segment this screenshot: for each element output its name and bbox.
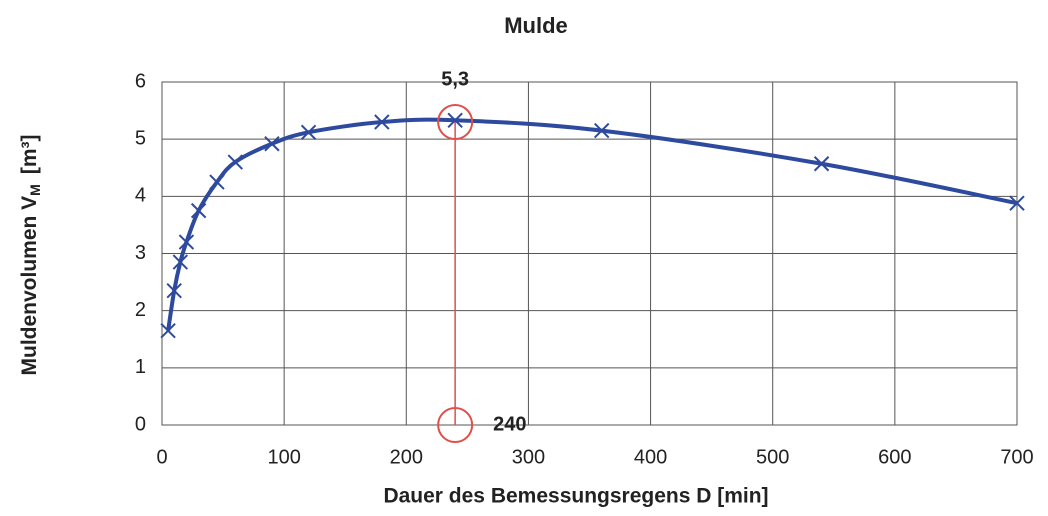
marker — [209, 174, 225, 190]
x-tick-label: 300 — [512, 446, 545, 468]
chart-title: Mulde — [504, 13, 568, 38]
y-tick-label: 3 — [135, 242, 146, 264]
data-line — [166, 117, 1018, 331]
y-label-sub: M — [27, 184, 43, 196]
marker — [594, 122, 610, 139]
y-axis-label: Muldenvolumen VM [m³] — [18, 134, 43, 375]
y-tick-label: 4 — [135, 185, 146, 207]
x-axis-label: Dauer des Bemessungsregens D [min] — [383, 485, 768, 508]
y-tick-label: 6 — [135, 70, 146, 92]
x-tick-label: 700 — [1000, 446, 1033, 468]
marker — [813, 156, 830, 172]
marker — [264, 136, 280, 152]
marker — [160, 322, 176, 339]
x-tick-label: 100 — [267, 446, 300, 468]
marker — [178, 234, 195, 250]
marker — [1009, 195, 1025, 211]
annotation-circle — [437, 104, 474, 141]
annotation-label: 240 — [493, 413, 526, 435]
y-tick-label: 1 — [135, 356, 146, 378]
marker — [190, 202, 207, 219]
y-tick-label: 2 — [135, 299, 146, 321]
annotation-label: 5,3 — [441, 68, 469, 90]
marker — [374, 114, 390, 130]
y-label-text: Muldenvolumen V — [18, 196, 41, 376]
x-tick-label: 200 — [390, 446, 423, 468]
x-tick-label: 0 — [156, 446, 167, 468]
x-tick-label: 400 — [634, 446, 667, 468]
marker — [172, 254, 189, 270]
annotation-circle — [437, 407, 474, 443]
marker — [166, 282, 182, 299]
y-label-unit: [m³] — [18, 134, 41, 174]
x-tick-label: 500 — [756, 446, 789, 468]
plot-frame — [161, 81, 1018, 426]
marker — [227, 154, 243, 170]
y-tick-label: 0 — [135, 413, 146, 435]
marker — [447, 112, 463, 129]
y-tick-label: 5 — [135, 127, 146, 149]
marker — [300, 124, 317, 141]
x-tick-label: 600 — [878, 446, 911, 468]
